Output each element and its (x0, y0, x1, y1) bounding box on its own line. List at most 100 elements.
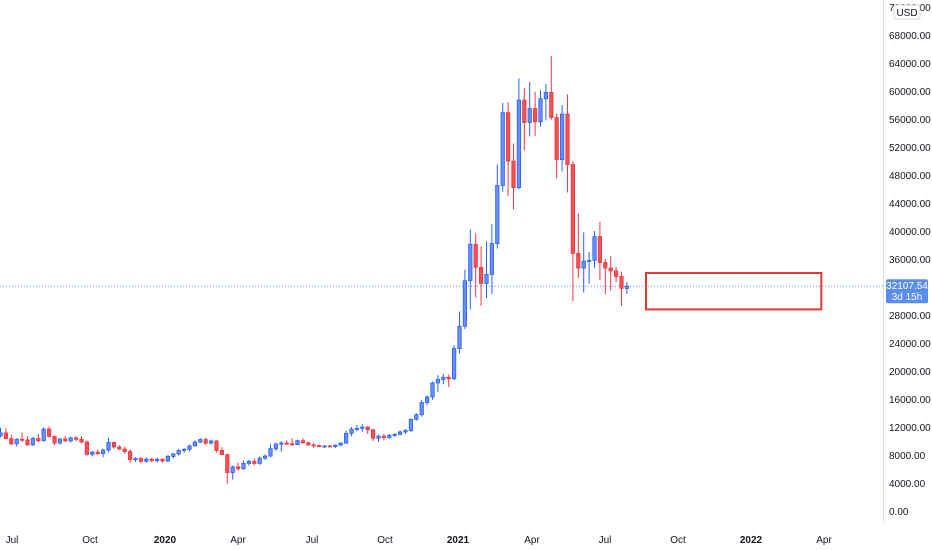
candle (79, 436, 84, 444)
candle (279, 441, 284, 452)
price-tick-label: 4000.00 (889, 479, 926, 490)
price-tick-label: 12000.00 (889, 423, 931, 434)
candle (289, 438, 295, 446)
candle (505, 102, 511, 196)
candle (41, 427, 46, 442)
candle (133, 457, 138, 462)
support-zone-rectangle[interactable] (645, 272, 823, 311)
candle-body (424, 396, 430, 403)
last-price-badge-bg (886, 279, 928, 304)
candle (619, 271, 624, 306)
candle (533, 91, 538, 136)
countdown-value: 3d 15h (892, 292, 923, 303)
candles (0, 56, 630, 484)
candle (165, 455, 170, 462)
candle (246, 459, 251, 466)
candle-body (52, 436, 57, 444)
candle (154, 457, 160, 463)
time-tick-label: Oct (377, 535, 393, 546)
candle (457, 311, 462, 354)
candle (176, 448, 181, 456)
price-tick-label: 64000.00 (889, 59, 931, 70)
time-tick-label: Jul (6, 535, 19, 546)
candle (322, 445, 327, 448)
candle-body (338, 442, 343, 446)
candle (543, 84, 549, 121)
candle-body (101, 449, 106, 455)
candle (473, 233, 478, 298)
time-tick-label: Oct (82, 535, 98, 546)
candle (208, 439, 214, 445)
candle-body (257, 457, 262, 464)
candle-body (300, 440, 306, 444)
candle-body (457, 325, 462, 350)
candle-body (538, 98, 543, 123)
candle (527, 81, 532, 137)
candle-body (84, 441, 89, 455)
candle-body (430, 382, 435, 398)
candle-body (160, 458, 165, 462)
candle (441, 373, 446, 385)
candle-body (549, 92, 554, 119)
time-tick-label: Apr (524, 535, 540, 546)
candle (19, 432, 25, 442)
candle-body (614, 270, 619, 277)
candle (214, 440, 219, 453)
candle-body (505, 112, 511, 162)
candle (478, 246, 484, 306)
candle-body (279, 442, 284, 445)
candle (230, 465, 235, 480)
candle (484, 241, 489, 299)
price-axis[interactable]: 72000.0068000.0064000.0060000.0056000.00… (889, 3, 931, 518)
candle (127, 449, 133, 463)
time-tick-label: Apr (230, 535, 246, 546)
candle (538, 90, 543, 127)
candle (370, 429, 376, 441)
candle-body (133, 458, 138, 460)
candle (36, 434, 41, 443)
price-tick-label: 0.00 (889, 507, 909, 518)
candle (430, 381, 435, 400)
candle (14, 438, 19, 447)
candle (446, 374, 451, 388)
candle-body (295, 440, 300, 445)
time-axis[interactable]: Jul Oct 2020 Apr Jul Oct 2021 Apr Jul Oct 2022 Apr (6, 535, 833, 546)
candle-body (624, 285, 630, 289)
candle-body (522, 99, 527, 123)
currency-label: USD (896, 8, 917, 19)
time-tick-label: 2021 (447, 535, 470, 546)
candle (90, 450, 95, 457)
candle-body (74, 437, 79, 440)
candle-body (252, 460, 257, 464)
candle (181, 448, 187, 453)
candle (225, 453, 230, 484)
candle-body (138, 458, 143, 462)
candle-body (500, 112, 505, 186)
candle-body (181, 448, 187, 451)
candle (360, 424, 365, 432)
candle (451, 345, 457, 381)
candle-body (235, 466, 241, 470)
candle-body (47, 428, 52, 437)
candle (468, 229, 473, 310)
candle-body (144, 458, 149, 462)
candle (354, 424, 360, 432)
candle (565, 94, 570, 193)
candle (273, 442, 279, 451)
candle-body (225, 454, 230, 473)
candle-body (511, 160, 516, 189)
candle-body (30, 438, 36, 446)
price-tick-label: 60000.00 (889, 87, 931, 98)
candle (414, 413, 419, 421)
candle-body (208, 440, 214, 444)
candle-body (570, 164, 576, 254)
candle-body (527, 108, 532, 123)
price-tick-label: 24000.00 (889, 339, 931, 350)
candle-body (203, 439, 208, 444)
candle (581, 232, 586, 293)
candle (30, 436, 36, 446)
candle (187, 444, 192, 452)
candle (587, 252, 592, 284)
candle-body (149, 458, 154, 462)
